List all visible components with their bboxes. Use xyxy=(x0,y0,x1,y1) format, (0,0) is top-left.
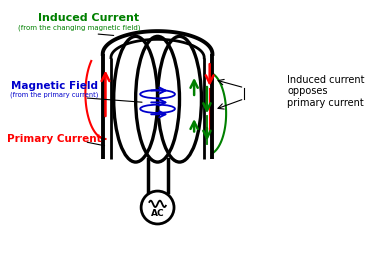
Text: Primary Current: Primary Current xyxy=(7,134,101,144)
Text: (from the changing magnetic field): (from the changing magnetic field) xyxy=(18,24,140,31)
Text: Induced Current: Induced Current xyxy=(38,13,140,23)
Text: Induced current
opposes
primary current: Induced current opposes primary current xyxy=(287,75,365,108)
Text: Magnetic Field: Magnetic Field xyxy=(11,81,98,91)
Text: (from the primary current): (from the primary current) xyxy=(10,92,98,98)
Text: AC: AC xyxy=(151,209,164,218)
